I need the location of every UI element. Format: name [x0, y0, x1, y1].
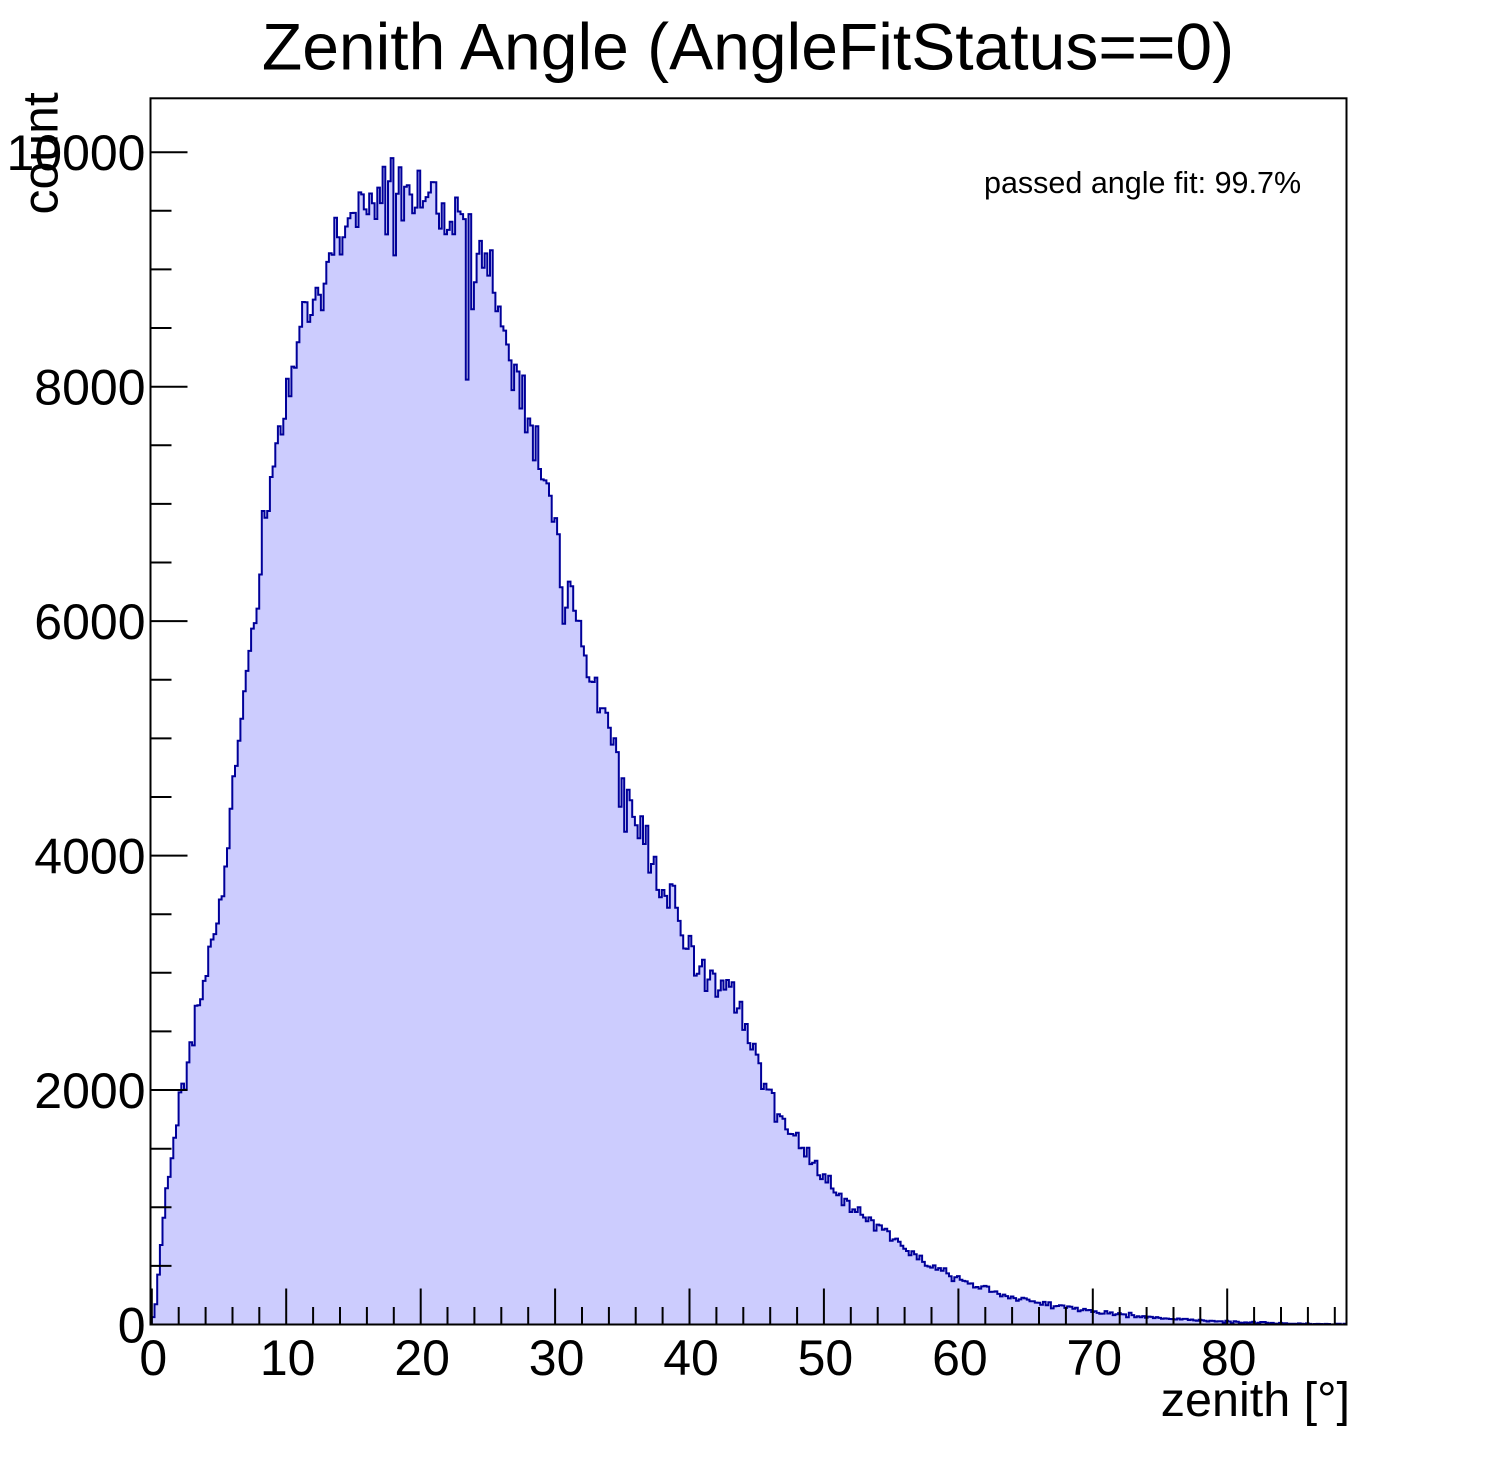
svg-text:40: 40	[663, 1330, 719, 1386]
svg-text:passed angle fit: 99.7%: passed angle fit: 99.7%	[984, 166, 1301, 200]
svg-text:2000: 2000	[34, 1063, 145, 1119]
svg-text:30: 30	[529, 1330, 585, 1386]
svg-text:count: count	[13, 92, 69, 214]
svg-text:4000: 4000	[34, 829, 145, 885]
svg-text:6000: 6000	[34, 594, 145, 650]
svg-text:10000: 10000	[6, 125, 145, 181]
svg-text:0: 0	[118, 1298, 146, 1354]
svg-text:60: 60	[932, 1330, 988, 1386]
svg-text:0: 0	[139, 1330, 167, 1386]
svg-text:80: 80	[1201, 1330, 1257, 1386]
svg-text:70: 70	[1066, 1330, 1122, 1386]
svg-text:50: 50	[798, 1330, 854, 1386]
svg-text:10: 10	[260, 1330, 316, 1386]
svg-text:20: 20	[394, 1330, 450, 1386]
svg-text:Zenith Angle (AngleFitStatus==: Zenith Angle (AngleFitStatus==0)	[262, 10, 1234, 84]
svg-text:8000: 8000	[34, 360, 145, 416]
svg-text:zenith [°]: zenith [°]	[1161, 1373, 1350, 1427]
